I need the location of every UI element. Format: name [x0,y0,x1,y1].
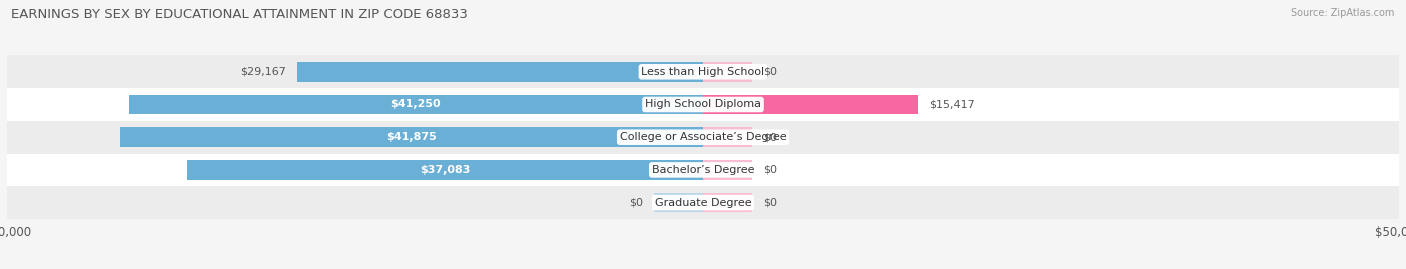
Bar [7,88,1399,121]
Text: Less than High School: Less than High School [641,67,765,77]
Text: Source: ZipAtlas.com: Source: ZipAtlas.com [1291,8,1395,18]
Bar [703,95,918,114]
Bar [654,193,703,213]
Text: $0: $0 [763,67,778,77]
Bar [129,95,703,114]
Text: $15,417: $15,417 [929,100,974,109]
Bar [703,193,752,213]
Text: $37,083: $37,083 [420,165,470,175]
Bar [297,62,703,82]
Bar [7,55,1399,88]
Bar [187,160,703,180]
Text: $0: $0 [763,165,778,175]
Bar [7,121,1399,154]
Text: $41,875: $41,875 [387,132,437,142]
Bar [703,128,752,147]
Text: $29,167: $29,167 [240,67,285,77]
Text: College or Associate’s Degree: College or Associate’s Degree [620,132,786,142]
Text: Bachelor’s Degree: Bachelor’s Degree [652,165,754,175]
Text: $41,250: $41,250 [391,100,441,109]
Bar [120,128,703,147]
Text: EARNINGS BY SEX BY EDUCATIONAL ATTAINMENT IN ZIP CODE 68833: EARNINGS BY SEX BY EDUCATIONAL ATTAINMEN… [11,8,468,21]
Bar [7,186,1399,219]
Bar [703,160,752,180]
Text: Graduate Degree: Graduate Degree [655,198,751,208]
Text: $0: $0 [763,132,778,142]
Text: $0: $0 [763,198,778,208]
Text: High School Diploma: High School Diploma [645,100,761,109]
Bar [7,154,1399,186]
Text: $0: $0 [628,198,643,208]
Bar [703,62,752,82]
